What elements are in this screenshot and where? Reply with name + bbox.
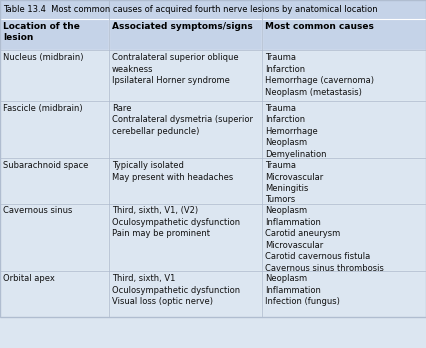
Bar	[0, 101, 109, 158]
Bar	[0, 271, 109, 317]
Text: Neoplasm
Inflammation
Infection (fungus): Neoplasm Inflammation Infection (fungus)	[265, 274, 340, 306]
Bar	[262, 204, 426, 271]
Text: Fascicle (midbrain): Fascicle (midbrain)	[3, 104, 83, 113]
Bar	[262, 158, 426, 204]
Bar	[109, 158, 262, 204]
Text: Most common causes: Most common causes	[265, 22, 374, 31]
Text: Cavernous sinus: Cavernous sinus	[3, 206, 73, 215]
Text: Trauma
Infarction
Hemorrhage
Neoplasm
Demyelination: Trauma Infarction Hemorrhage Neoplasm De…	[265, 104, 327, 158]
Text: Trauma
Microvascular
Meningitis
Tumors: Trauma Microvascular Meningitis Tumors	[265, 161, 324, 205]
Bar	[0, 0, 426, 19]
Bar	[262, 50, 426, 101]
Text: Nucleus (midbrain): Nucleus (midbrain)	[3, 53, 84, 62]
Bar	[109, 101, 262, 158]
Bar	[262, 19, 426, 50]
Text: Location of the
lesion: Location of the lesion	[3, 22, 80, 42]
Text: Third, sixth, V1, (V2)
Oculosympathetic dysfunction
Pain may be prominent: Third, sixth, V1, (V2) Oculosympathetic …	[112, 206, 240, 238]
Text: Neoplasm
Inflammation
Carotid aneurysm
Microvascular
Carotid cavernous fistula
C: Neoplasm Inflammation Carotid aneurysm M…	[265, 206, 384, 272]
Text: Third, sixth, V1
Oculosympathetic dysfunction
Visual loss (optic nerve): Third, sixth, V1 Oculosympathetic dysfun…	[112, 274, 240, 306]
Text: Trauma
Infarction
Hemorrhage (cavernoma)
Neoplasm (metastasis): Trauma Infarction Hemorrhage (cavernoma)…	[265, 53, 374, 97]
Text: Subarachnoid space: Subarachnoid space	[3, 161, 89, 170]
Bar	[0, 204, 109, 271]
Bar	[109, 271, 262, 317]
Text: Associated symptoms/signs: Associated symptoms/signs	[112, 22, 253, 31]
Text: Table 13.4  Most common causes of acquired fourth nerve lesions by anatomical lo: Table 13.4 Most common causes of acquire…	[3, 5, 378, 14]
Text: Orbital apex: Orbital apex	[3, 274, 55, 283]
Text: Typically isolated
May present with headaches: Typically isolated May present with head…	[112, 161, 233, 182]
Text: Rare
Contralateral dysmetria (superior
cerebellar peduncle): Rare Contralateral dysmetria (superior c…	[112, 104, 253, 136]
Bar	[109, 19, 262, 50]
Bar	[0, 158, 109, 204]
Bar	[0, 50, 109, 101]
Text: Contralateral superior oblique
weakness
Ipsilateral Horner syndrome: Contralateral superior oblique weakness …	[112, 53, 239, 85]
Bar	[262, 101, 426, 158]
Bar	[0, 19, 109, 50]
Bar	[109, 50, 262, 101]
Bar	[262, 271, 426, 317]
Bar	[109, 204, 262, 271]
